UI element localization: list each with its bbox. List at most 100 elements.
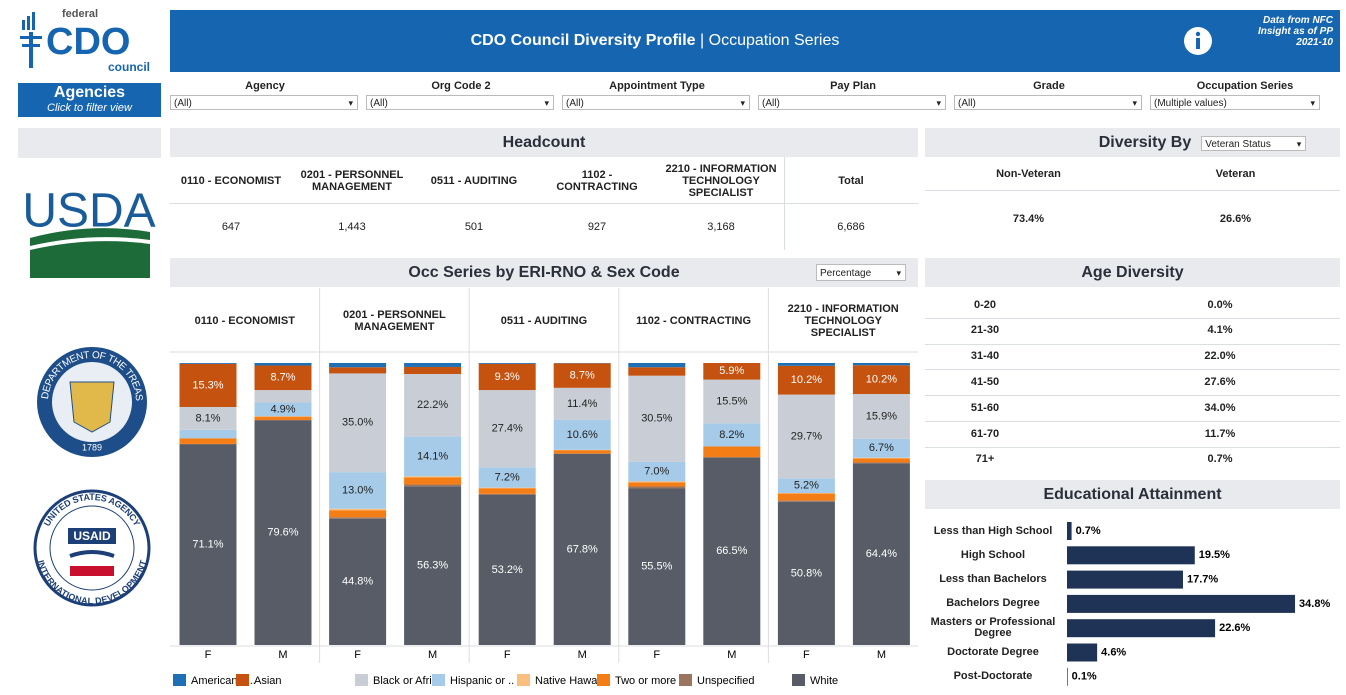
usda-swoosh: [30, 241, 150, 278]
bar-segment: [329, 509, 386, 510]
x-tick-label: M: [578, 649, 587, 661]
filter-select[interactable]: (All)▾: [366, 95, 554, 110]
header: CDO Council Diversity Profile | Occupati…: [170, 10, 1340, 72]
legend-label: Asian: [254, 675, 282, 687]
bar-segment: [853, 458, 910, 459]
bar-segment: [628, 481, 685, 482]
edu-value-label: 4.6%: [1101, 646, 1126, 658]
col-divider: [784, 157, 785, 250]
filter-value: (Multiple values): [1154, 98, 1227, 109]
bar-segment: [329, 517, 386, 518]
cdo-logo: federal CDO council: [20, 8, 150, 74]
x-tick-label: F: [803, 649, 810, 661]
row-divider: [925, 318, 1340, 319]
headcount-header: Total: [784, 160, 918, 202]
filter-label: Org Code 2: [366, 79, 556, 93]
filter-arrow: ▾: [740, 96, 745, 111]
row-divider: [925, 190, 1340, 191]
segment-label: 10.2%: [791, 374, 822, 386]
age-label: 21-30: [925, 318, 1045, 343]
edu-value-label: 0.1%: [1072, 671, 1097, 683]
segment-label: 8.1%: [195, 412, 220, 424]
row-divider: [925, 447, 1340, 448]
diversity-header: Non-Veteran: [925, 160, 1132, 188]
segment-label: 71.1%: [192, 539, 223, 551]
segment-label: 8.7%: [270, 372, 295, 384]
info-stem: [1196, 38, 1200, 49]
bar-segment: [404, 477, 461, 484]
header-title: CDO Council Diversity Profile | Occupati…: [170, 10, 1140, 72]
bar-segment: [479, 488, 536, 494]
logo-bottom: council: [108, 60, 150, 74]
group-header: 1102 - CONTRACTING: [619, 291, 769, 351]
filter-label: Appointment Type: [562, 79, 752, 93]
headcount-header: 0110 - ECONOMIST: [170, 160, 292, 202]
bar-segment: [479, 494, 536, 495]
filter-select[interactable]: (All)▾: [954, 95, 1142, 110]
headcount-header: 2210 - INFORMATION TECHNOLOGY SPECIALIST: [658, 160, 784, 202]
logo-top: federal: [62, 8, 98, 20]
headcount-header: 0511 - AUDITING: [412, 160, 536, 202]
filter-value: (All): [174, 98, 192, 109]
age-value: 22.0%: [1120, 344, 1320, 369]
legend-swatch: [679, 674, 692, 686]
filter-arrow: ▾: [1310, 96, 1315, 111]
filter-value: (All): [566, 98, 584, 109]
info-icon[interactable]: [1182, 25, 1214, 57]
segment-label: 10.6%: [567, 429, 598, 441]
headcount-value: 647: [170, 204, 292, 250]
diversity-selector[interactable]: Veteran Status▾: [1201, 136, 1306, 151]
filter-select[interactable]: (All) ▾: [562, 95, 750, 110]
segment-label: 11.4%: [567, 398, 598, 410]
segment-label: 7.0%: [644, 465, 669, 477]
segment-label: 4.9%: [270, 403, 295, 415]
legend-label: Unspecified: [697, 675, 754, 687]
bar-segment: [778, 363, 835, 366]
segment-label: 7.2%: [495, 471, 520, 483]
row-divider: [170, 203, 918, 204]
row-divider: [925, 344, 1340, 345]
filter-label: Agency: [170, 79, 360, 93]
age-value: 11.7%: [1120, 421, 1320, 446]
segment-label: 6.7%: [869, 442, 894, 454]
bar-segment: [778, 494, 835, 501]
sidebar-box: [18, 128, 161, 158]
segment-label: 13.0%: [342, 484, 373, 496]
row-divider: [925, 369, 1340, 370]
segment-label: 8.2%: [719, 429, 744, 441]
age-value: 27.6%: [1120, 369, 1320, 394]
segment-label: 30.5%: [641, 413, 672, 425]
filter-select[interactable]: (All)▾: [170, 95, 358, 110]
segment-label: 79.6%: [267, 527, 298, 539]
bar-segment: [255, 420, 312, 421]
edu-label: Post-Doctorate: [928, 663, 1058, 691]
selector-arrow: ▾: [1297, 137, 1302, 152]
x-tick-label: M: [727, 649, 736, 661]
diversity-value: 73.4%: [925, 204, 1132, 234]
segment-label: 15.5%: [716, 395, 747, 407]
bar-segment: [853, 458, 910, 462]
info-dot: [1196, 32, 1200, 36]
segment-label: 29.7%: [791, 430, 822, 442]
filter-label: Grade: [954, 79, 1144, 93]
filter-select[interactable]: (All)▾: [758, 95, 946, 110]
edu-bar: [1067, 644, 1097, 662]
bar-segment: [255, 363, 312, 366]
headcount-value: 3,168: [658, 204, 784, 250]
source-line: Data from NFC: [1258, 15, 1333, 26]
bar-segment: [329, 367, 386, 373]
filter-value: (All): [370, 98, 388, 109]
agencies-button[interactable]: Agencies Click to filter view: [18, 83, 161, 117]
row-divider: [925, 395, 1340, 396]
seal-badge-text: USAID: [73, 529, 111, 543]
filter-select[interactable]: (Multiple values) ▾: [1150, 95, 1320, 110]
segment-label: 10.2%: [866, 374, 897, 386]
filter-arrow: ▾: [936, 96, 941, 111]
segment-label: 64.4%: [866, 548, 897, 560]
edu-value-label: 34.8%: [1299, 598, 1330, 610]
edu-value-label: 17.7%: [1187, 574, 1218, 586]
filter-arrow: ▾: [1132, 96, 1137, 111]
segment-label: 55.5%: [641, 561, 672, 573]
age-label: 61-70: [925, 421, 1045, 446]
